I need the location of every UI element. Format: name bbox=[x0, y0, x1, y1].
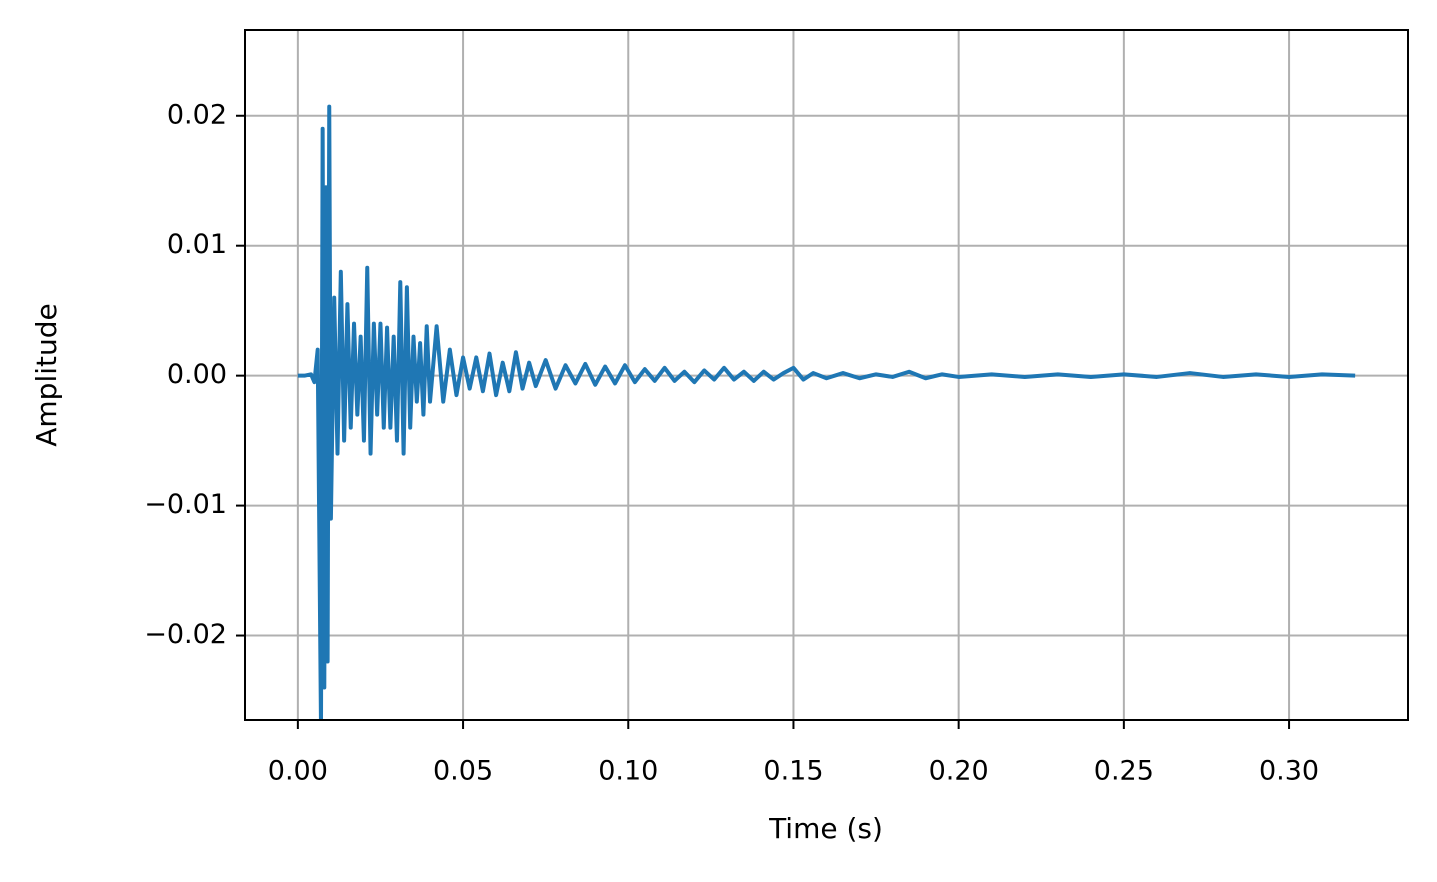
x-tick-label: 0.00 bbox=[268, 756, 328, 787]
y-axis-label: Amplitude bbox=[30, 303, 63, 447]
y-tick-label: −0.02 bbox=[144, 619, 227, 650]
y-tick-label: 0.00 bbox=[167, 359, 227, 390]
y-tick-label: 0.02 bbox=[167, 99, 227, 130]
x-tick-label: 0.25 bbox=[1094, 756, 1154, 787]
waveform-line bbox=[297, 104, 1356, 720]
x-axis-label: Time (s) bbox=[768, 812, 883, 845]
x-tick-label: 0.20 bbox=[929, 756, 989, 787]
x-tick-label: 0.15 bbox=[763, 756, 823, 787]
x-tick-label: 0.10 bbox=[598, 756, 658, 787]
x-tick-label: 0.05 bbox=[433, 756, 493, 787]
x-tick-label: 0.30 bbox=[1259, 756, 1319, 787]
y-tick-label: 0.01 bbox=[167, 229, 227, 260]
y-tick-label: −0.01 bbox=[144, 489, 227, 520]
